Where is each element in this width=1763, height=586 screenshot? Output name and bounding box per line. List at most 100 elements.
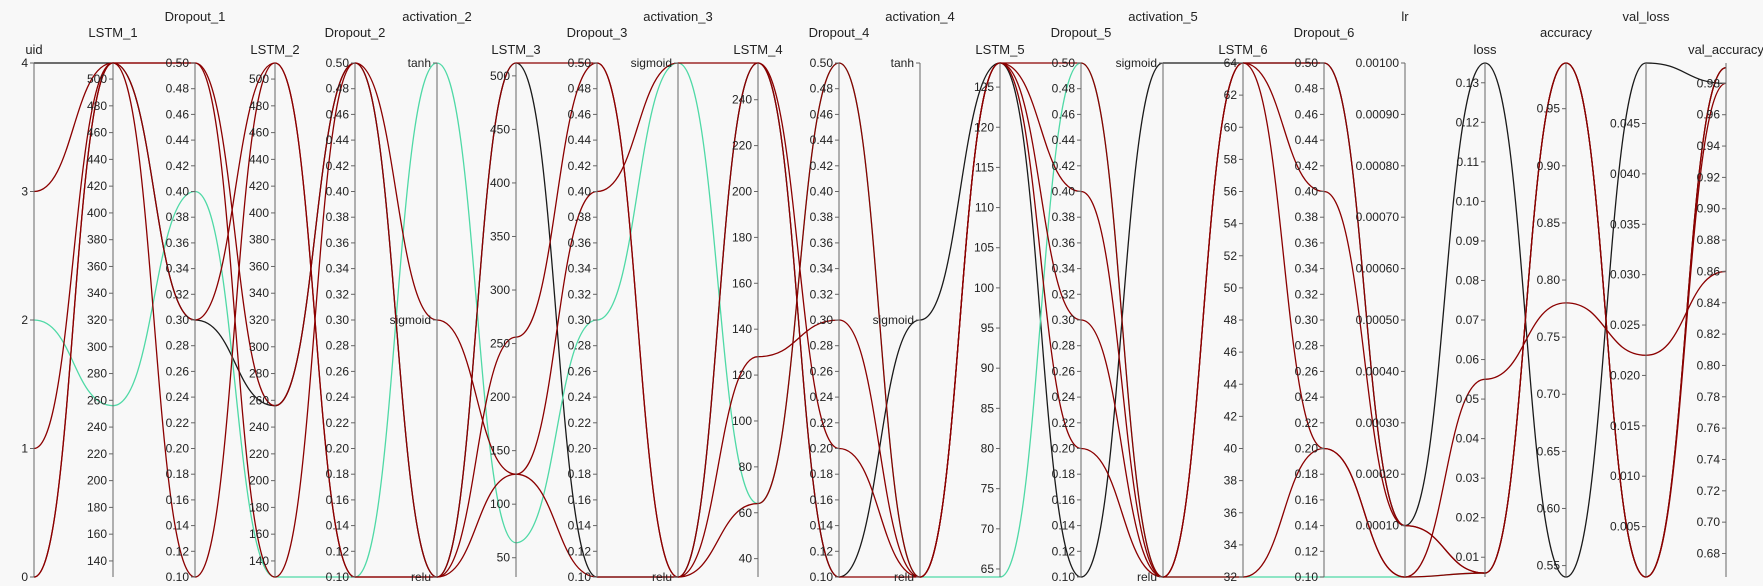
tick-label: relu xyxy=(411,570,431,584)
axis-val-accuracy: val_accuracy 0.68 0.70 0.72 0.74 0.76 0.78 0.80… xyxy=(1688,42,1763,577)
tick-label: 0.18 xyxy=(568,467,592,481)
tick-label: 0.36 xyxy=(166,236,190,250)
tick-label: 0.10 xyxy=(326,570,350,584)
tick-label: 0.36 xyxy=(1052,236,1076,250)
tick-label: 0.38 xyxy=(810,210,834,224)
tick-label: 0.44 xyxy=(1052,133,1076,147)
tick-label: 0.50 xyxy=(166,56,190,70)
tick-label: 0.44 xyxy=(326,133,350,147)
tick-label: 0.03 xyxy=(1456,471,1480,485)
tick-label: 0.045 xyxy=(1610,116,1640,130)
tick-label: 0.46 xyxy=(166,107,190,121)
tick-label: 0.18 xyxy=(1295,467,1319,481)
tick-label: 0.020 xyxy=(1610,368,1640,382)
tick-label: 0.12 xyxy=(1456,115,1480,129)
tick-label: 0.28 xyxy=(326,339,350,353)
tick-label: 400 xyxy=(87,206,107,220)
tick-label: 0.12 xyxy=(810,544,834,558)
tick-label: 0.26 xyxy=(1052,364,1076,378)
tick-label: 0.42 xyxy=(326,159,350,173)
tick-label: 440 xyxy=(87,152,107,166)
tick-label: 0.32 xyxy=(1052,287,1076,301)
tick-label: 1 xyxy=(21,442,28,456)
tick-label: 0.94 xyxy=(1697,139,1721,153)
tick-label: 0.30 xyxy=(326,313,350,327)
tick-label: 2 xyxy=(21,313,28,327)
tick-label: 400 xyxy=(490,176,510,190)
tick-label: relu xyxy=(894,570,914,584)
tick-label: 36 xyxy=(1224,506,1238,520)
tick-label: 0.18 xyxy=(326,467,350,481)
tick-label: 0.10 xyxy=(810,570,834,584)
tick-label: 500 xyxy=(490,69,510,83)
tick-label: sigmoid xyxy=(1116,56,1157,70)
tick-label: 0.42 xyxy=(166,159,190,173)
tick-label: 56 xyxy=(1224,185,1238,199)
tick-label: 300 xyxy=(249,340,269,354)
tick-label: 200 xyxy=(87,474,107,488)
tick-label: 0.65 xyxy=(1537,444,1561,458)
tick-label: 320 xyxy=(87,313,107,327)
tick-label: 0.40 xyxy=(1052,185,1076,199)
tick-label: 0.40 xyxy=(810,185,834,199)
tick-label: 4 xyxy=(21,56,28,70)
tick-label: 0.42 xyxy=(568,159,592,173)
tick-label: 110 xyxy=(975,201,994,215)
tick-label: 0.12 xyxy=(1295,544,1319,558)
tick-label: 0.38 xyxy=(1295,210,1319,224)
tick-label: 0.26 xyxy=(810,364,834,378)
tick-label: 0.28 xyxy=(1295,339,1319,353)
tick-label: 0.00080 xyxy=(1356,159,1400,173)
tick-label: 0.010 xyxy=(1610,469,1640,483)
axis-loss: loss 0.01 0.02 0.03 0.04 0.05 0.06 0.07 0.08 0.09… xyxy=(1456,42,1497,577)
axis-dropout-3: Dropout_3 0.10 0.12 0.14 0.16 0.18 0.20 0.22 0.2… xyxy=(567,25,628,584)
tick-label: 0 xyxy=(21,570,28,584)
tick-label: 0.50 xyxy=(568,56,592,70)
tick-label: 0.18 xyxy=(166,467,190,481)
tick-label: 0.07 xyxy=(1456,313,1480,327)
tick-label: relu xyxy=(1137,570,1157,584)
tick-label: 0.20 xyxy=(568,442,592,456)
tick-label: 0.32 xyxy=(1295,287,1319,301)
axis-title: activation_5 xyxy=(1128,9,1197,24)
tick-label: 0.00010 xyxy=(1356,519,1400,533)
tick-label: 0.14 xyxy=(166,519,190,533)
tick-label: 0.32 xyxy=(568,287,592,301)
axis-title: lr xyxy=(1401,9,1409,24)
tick-label: 0.46 xyxy=(1295,107,1319,121)
axis-title: LSTM_6 xyxy=(1218,42,1267,57)
tick-label: 100 xyxy=(974,281,994,295)
axis-title: val_loss xyxy=(1623,9,1670,24)
tick-label: 90 xyxy=(981,361,995,375)
tick-label: 160 xyxy=(732,276,752,290)
tick-label: 420 xyxy=(249,179,269,193)
tick-label: 0.75 xyxy=(1537,330,1561,344)
tick-label: 0.44 xyxy=(568,133,592,147)
tick-label: 0.12 xyxy=(568,544,592,558)
axis-dropout-1: Dropout_1 0.10 0.12 0.14 0.16 0.18 0.20 0.22 0.2… xyxy=(165,9,226,584)
tick-label: 100 xyxy=(490,497,510,511)
axis-title: activation_3 xyxy=(643,9,712,24)
tick-label: 32 xyxy=(1224,570,1238,584)
tick-label: 42 xyxy=(1224,409,1238,423)
tick-label: 0.88 xyxy=(1697,233,1721,247)
tick-label: 0.16 xyxy=(1295,493,1319,507)
tick-label: 0.00050 xyxy=(1356,313,1400,327)
tick-label: 0.34 xyxy=(1052,262,1076,276)
tick-label: 0.05 xyxy=(1456,392,1480,406)
tick-label: 0.12 xyxy=(166,544,190,558)
tick-label: 120 xyxy=(732,368,752,382)
tick-label: 0.40 xyxy=(166,185,190,199)
tick-label: 420 xyxy=(87,179,107,193)
tick-label: 0.005 xyxy=(1610,520,1640,534)
tick-label: 0.26 xyxy=(1295,364,1319,378)
tick-label: 0.10 xyxy=(568,570,592,584)
axis-val-loss: val_loss 0.005 0.010 0.015 0.020 0.025 0.030 0.… xyxy=(1610,9,1670,577)
tick-label: 140 xyxy=(249,554,269,568)
tick-label: 0.34 xyxy=(810,262,834,276)
tick-label: 0.55 xyxy=(1537,559,1561,573)
tick-label: 50 xyxy=(497,551,511,565)
tick-label: 0.22 xyxy=(166,416,190,430)
tick-label: 85 xyxy=(981,401,995,415)
tick-label: 340 xyxy=(87,286,107,300)
